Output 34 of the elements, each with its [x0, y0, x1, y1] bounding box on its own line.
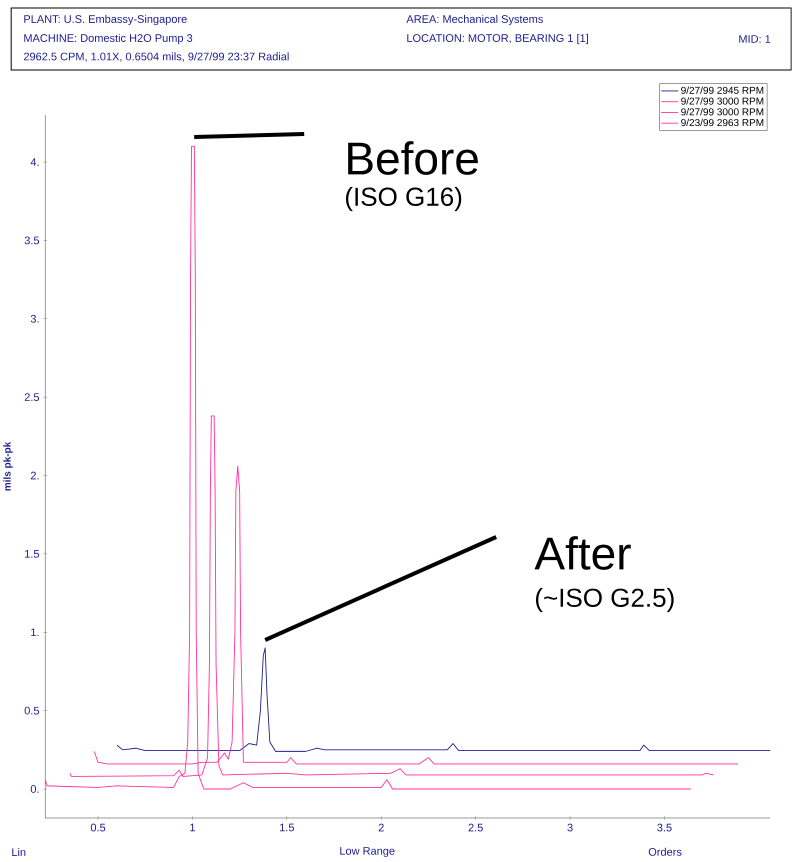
y-tick-label: 1.5 — [25, 550, 40, 558]
x-tick-label: 3.5 — [657, 824, 672, 832]
legend-label: 9/23/99 2963 RPM — [681, 118, 764, 126]
y-tick-label: 2. — [31, 472, 39, 480]
annotation: Before — [348, 141, 478, 175]
y-tick-label: 0.5 — [24, 706, 40, 715]
text: MID: 1 — [739, 35, 770, 43]
y-tick-label: 4. — [30, 158, 39, 166]
x-tick-label: 3 — [568, 824, 573, 832]
text: PLANT: U.S. Embassy-Singapore — [24, 14, 187, 26]
y-tick-label: 3. — [30, 314, 39, 323]
x-tick-label: 0.5 — [90, 824, 106, 832]
text: Low Range — [340, 847, 395, 857]
legend-label: 9/27/99 3000 RPM — [681, 108, 764, 116]
legend-label: 9/27/99 3000 RPM — [681, 97, 764, 105]
text: MACHINE: Domestic H2O Pump 3 — [24, 34, 192, 44]
x-tick-label: 1.5 — [280, 824, 294, 832]
y-tick-label: 3.5 — [24, 236, 40, 244]
y-tick-label: 1. — [31, 628, 39, 636]
legend-label: 9/27/99 2945 RPM — [681, 86, 764, 94]
text: Lin — [12, 848, 26, 856]
x-axis-title: Orders — [648, 848, 682, 856]
y-tick-label: 0. — [30, 785, 39, 793]
annotation: (ISO G16) — [346, 186, 462, 212]
text: LOCATION: MOTOR, BEARING 1 [1] — [407, 34, 588, 44]
x-tick-label: 2 — [378, 824, 384, 832]
x-tick-label: 2.5 — [468, 824, 483, 832]
y-tick-label: 2.5 — [24, 393, 40, 402]
annotation: (~ISO G2.5) — [536, 588, 674, 612]
y-axis-title: mils pk-pk — [3, 442, 13, 491]
x-tick-label: 1 — [190, 824, 196, 832]
text: 2962.5 CPM, 1.01X, 0.6504 mils, 9/27/99 23:37 Radial — [24, 52, 289, 62]
text: AREA: Mechanical Systems — [406, 14, 544, 26]
annotation: After — [534, 536, 631, 570]
